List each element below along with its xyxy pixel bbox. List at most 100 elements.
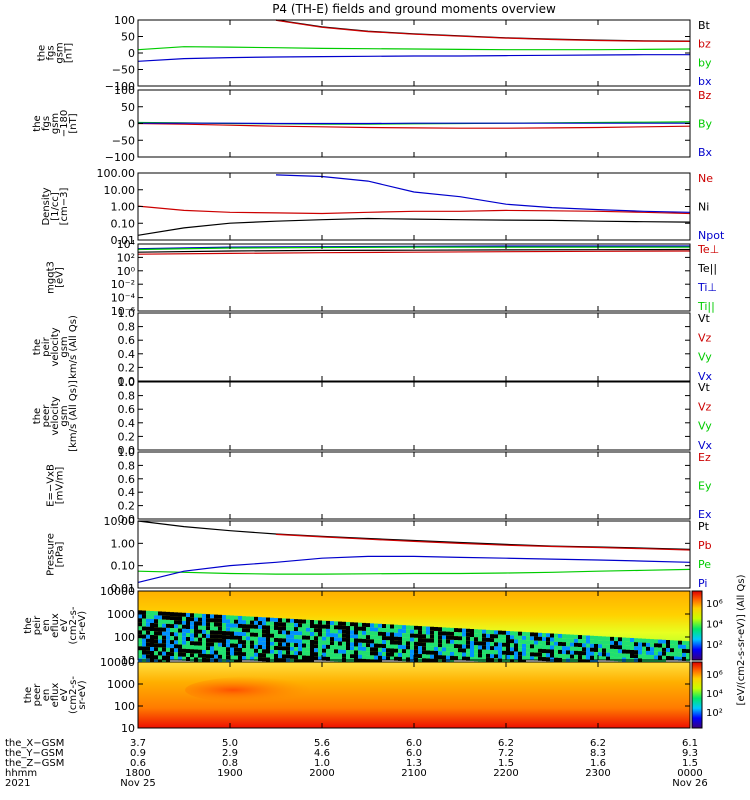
spec-cell xyxy=(350,646,354,651)
spec-cell xyxy=(334,625,338,630)
spec-cell xyxy=(538,644,542,649)
spec-cell xyxy=(258,617,262,622)
spec-cell xyxy=(494,630,498,635)
spec-cell xyxy=(138,626,142,631)
spec-cell xyxy=(174,652,178,657)
spec-cell xyxy=(322,652,326,657)
spec-cell xyxy=(190,653,194,658)
xaxis-value: 2300 xyxy=(585,768,610,779)
spec-cell xyxy=(182,612,186,617)
spec-cell xyxy=(602,644,606,649)
spec-cell xyxy=(282,650,286,655)
spec-cell xyxy=(270,617,274,622)
spec-cell xyxy=(438,659,442,664)
series-bz xyxy=(275,19,691,42)
spec-cell xyxy=(326,640,330,645)
spec-cell xyxy=(554,633,558,638)
spec-cell xyxy=(302,619,306,624)
ylabel-line: fgs xyxy=(46,45,57,60)
spec-cell xyxy=(178,648,182,653)
spec-cell xyxy=(594,643,598,648)
spec-cell xyxy=(482,645,486,650)
legend-bz: Bz xyxy=(698,89,712,102)
spec-cell xyxy=(354,650,358,655)
spec-cell xyxy=(246,616,250,621)
spec-cell xyxy=(182,648,186,653)
spec-cell xyxy=(290,622,294,627)
spec-cell xyxy=(526,648,530,653)
spec-cell xyxy=(178,636,182,641)
ytick-label: 1.00 xyxy=(111,201,136,214)
panel-frame-fgs-mag xyxy=(137,19,691,87)
spec-cell xyxy=(434,626,438,631)
spec-cell xyxy=(338,641,342,646)
spec-cell xyxy=(398,636,402,641)
ylabel-efield: E=−VxB[mV/m] xyxy=(46,464,66,507)
spec-cell xyxy=(570,650,574,655)
spec-cell xyxy=(274,641,278,646)
spec-cell xyxy=(266,621,270,626)
spec-cell xyxy=(478,653,482,658)
spec-cell xyxy=(338,633,342,638)
ytick-label: 10.00 xyxy=(104,515,136,528)
spec-cell xyxy=(618,649,622,654)
xaxis-row-label: hhmm xyxy=(5,768,37,779)
spec-cell xyxy=(150,614,154,619)
spec-cell xyxy=(526,652,530,657)
spec-cell xyxy=(498,638,502,643)
series-te xyxy=(137,248,691,253)
spec-cell xyxy=(482,637,486,642)
spec-cell xyxy=(682,640,686,645)
spec-cell xyxy=(442,639,446,644)
xaxis-value: 5.6 xyxy=(314,738,330,749)
spec-cell xyxy=(598,640,602,645)
spec-cell xyxy=(562,638,566,643)
spec-cell xyxy=(198,637,202,642)
spec-cell xyxy=(314,640,318,645)
spec-feature xyxy=(185,676,345,704)
spec-cell xyxy=(258,645,262,650)
spec-cell xyxy=(158,635,162,640)
spec-cell xyxy=(562,634,566,639)
spec-cell xyxy=(682,656,686,661)
spec-cell xyxy=(490,638,494,643)
ylabel-line: [km/s (All Qs)] xyxy=(68,380,79,452)
spec-cell xyxy=(202,645,206,650)
spec-cell xyxy=(246,620,250,625)
spec-cell xyxy=(450,651,454,656)
ytick-label: 10² xyxy=(117,251,135,264)
spec-cell xyxy=(638,650,642,655)
spec-cell xyxy=(234,643,238,648)
spec-cell xyxy=(278,618,282,623)
spec-cell xyxy=(486,649,490,654)
spec-cell xyxy=(182,628,186,633)
spec-cell xyxy=(350,642,354,647)
spec-cell xyxy=(178,612,182,617)
spec-cell xyxy=(594,635,598,640)
spec-cell xyxy=(546,657,550,662)
spec-cell xyxy=(306,647,310,652)
spec-cell xyxy=(406,657,410,662)
series-pi xyxy=(137,555,691,583)
spec-cell xyxy=(454,628,458,633)
spec-cell xyxy=(286,642,290,647)
spec-cell xyxy=(262,649,266,654)
spec-cell xyxy=(346,630,350,635)
spec-cell xyxy=(318,652,322,657)
spec-cell xyxy=(226,651,230,656)
spec-cell xyxy=(382,632,386,637)
ytick-label: 0.2 xyxy=(118,500,136,513)
spec-cell xyxy=(550,645,554,650)
legend-vz: Vz xyxy=(698,400,712,413)
spec-cell xyxy=(418,646,422,651)
spec-cell xyxy=(322,632,326,637)
spec-cell xyxy=(478,633,482,638)
spec-cell xyxy=(310,635,314,640)
ylabel-line: peir xyxy=(41,336,52,356)
ylabel-line: velocity xyxy=(50,396,61,435)
spec-cell xyxy=(198,617,202,622)
spec-cell xyxy=(270,649,274,654)
colorbar-tick: 10⁶ xyxy=(706,599,723,610)
series-ne xyxy=(137,205,691,215)
spec-cell xyxy=(546,641,550,646)
